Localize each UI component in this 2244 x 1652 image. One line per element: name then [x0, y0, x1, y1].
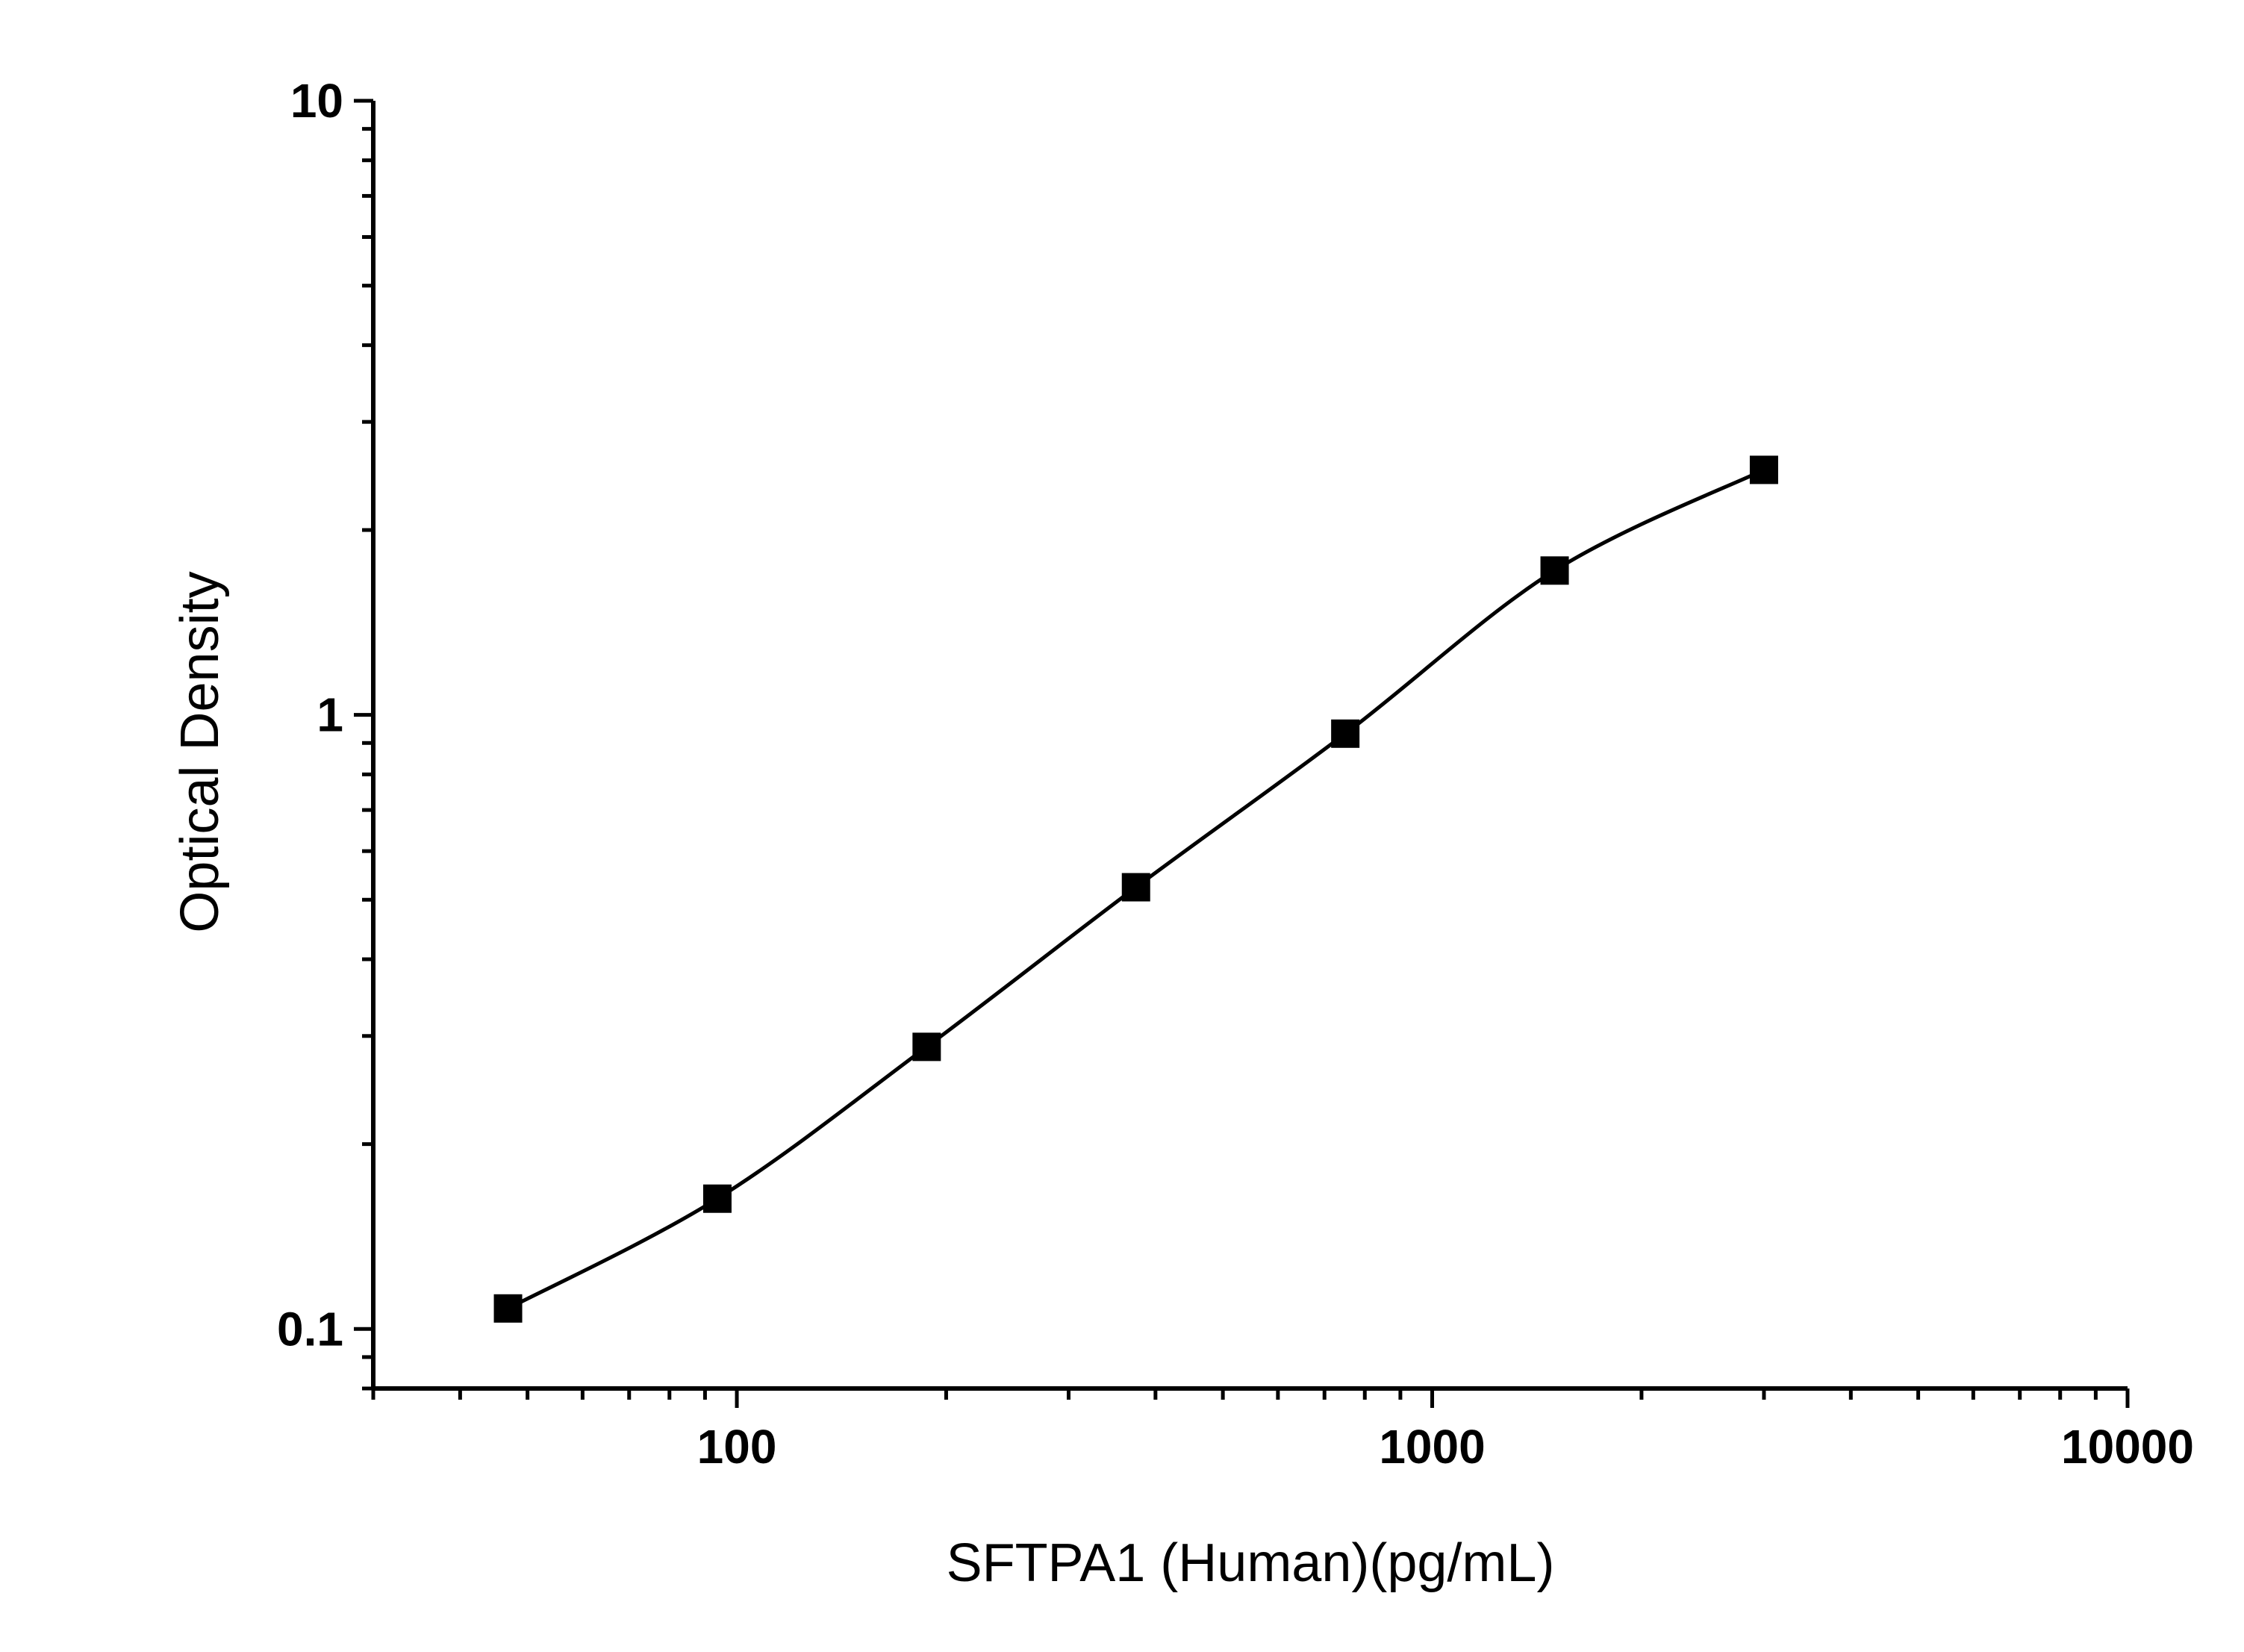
plot-area	[493, 455, 1778, 1323]
y-tick-label: 10	[290, 74, 343, 128]
x-axis-title: SFTPA1 (Human)(pg/mL)	[947, 1533, 1555, 1593]
x-tick-label: 10000	[2061, 1420, 2194, 1474]
y-axis-title: Optical Density	[170, 571, 230, 932]
y-tick-label: 0.1	[277, 1302, 343, 1356]
data-point-marker	[493, 1294, 523, 1323]
data-point-marker	[1121, 873, 1150, 902]
x-tick-label: 100	[697, 1420, 777, 1474]
data-point-marker	[1540, 556, 1569, 585]
data-point-marker	[1331, 719, 1360, 748]
data-point-marker	[702, 1184, 732, 1213]
x-tick-label: 1000	[1379, 1420, 1485, 1474]
y-axis-ticks: 0.1 1 10	[277, 74, 373, 1391]
data-markers	[493, 455, 1778, 1323]
data-point-marker	[1749, 455, 1778, 484]
y-tick-label: 1	[317, 688, 343, 742]
data-point-marker	[912, 1032, 941, 1062]
x-axis-ticks: 100 1000 10000	[371, 1388, 2194, 1474]
